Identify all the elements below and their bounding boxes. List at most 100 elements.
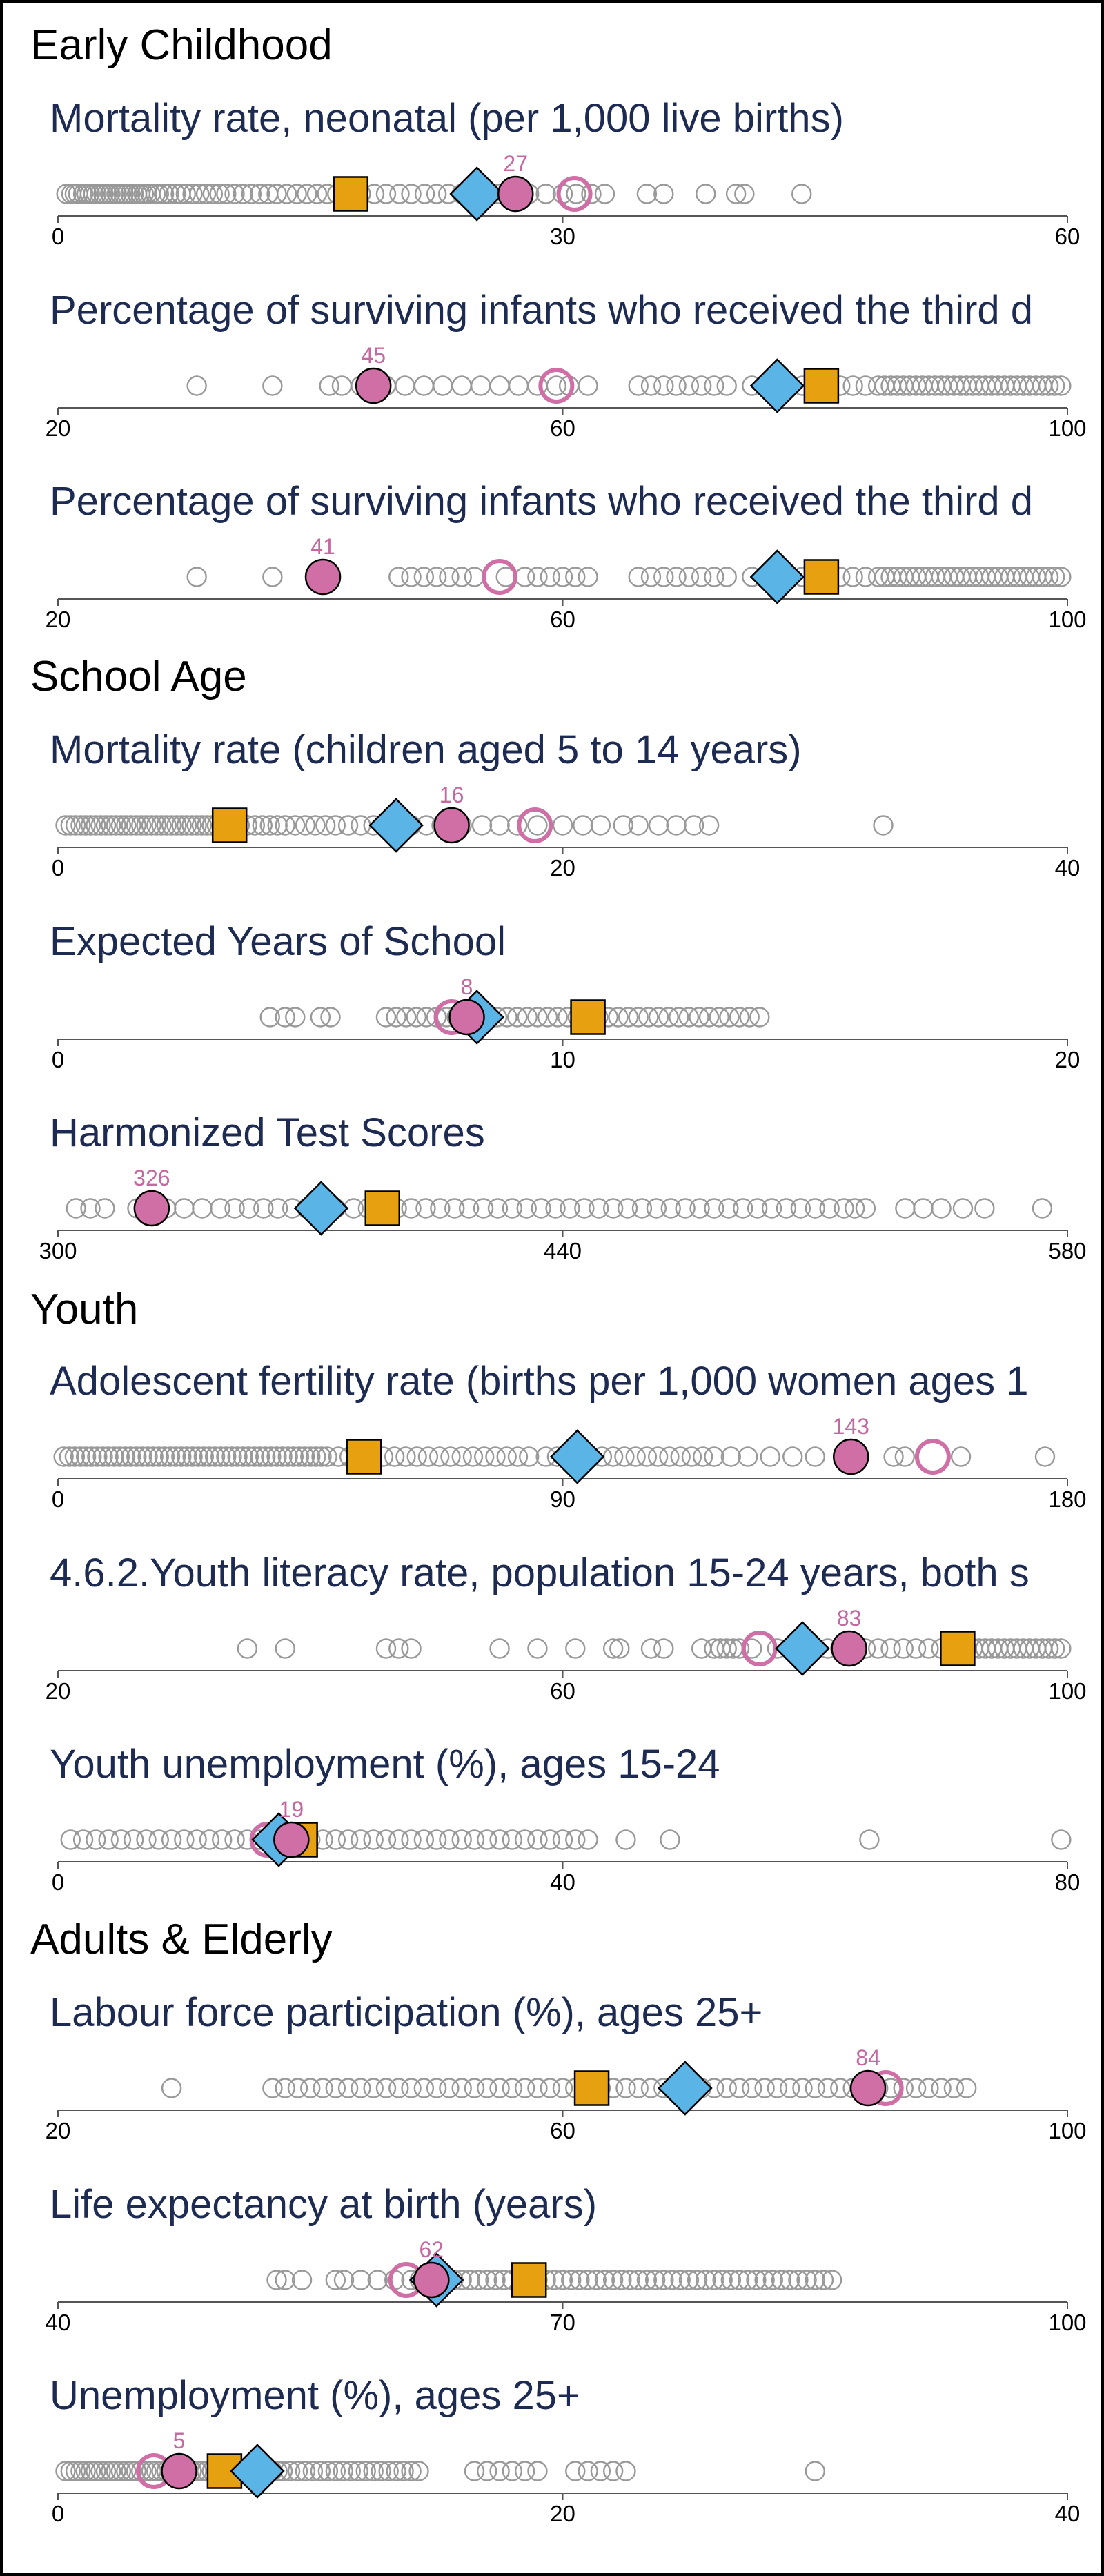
other-country-point [691, 375, 712, 396]
other-country-point [186, 375, 207, 396]
other-country-point [493, 2270, 514, 2290]
other-country-point [212, 1829, 233, 1850]
other-country-point [439, 2078, 460, 2098]
diamond-marker [749, 549, 805, 604]
other-country-point [640, 375, 662, 396]
other-country-point [653, 1638, 674, 1659]
other-country-point [609, 1638, 630, 1659]
square-marker [940, 1631, 976, 1666]
other-country-point [625, 1446, 646, 1467]
x-tick-label: 10 [550, 1047, 575, 1072]
other-country-point [393, 2461, 414, 2481]
other-country-point [302, 2461, 324, 2481]
other-country-point [546, 375, 567, 396]
other-country-point [867, 1638, 889, 1659]
other-country-point [182, 1446, 203, 1467]
other-country-point [602, 1446, 624, 1467]
x-tick-label: 100 [1048, 1678, 1086, 1704]
other-country-point [859, 1829, 880, 1850]
other-country-point [805, 2270, 825, 2290]
other-country-point [552, 2078, 573, 2098]
other-country-point [615, 2461, 636, 2481]
indicator-panel: Labour force participation (%), ages 25+… [46, 1990, 1087, 2143]
other-country-point [729, 2078, 750, 2098]
other-country-point [464, 2461, 485, 2481]
other-country-point [581, 184, 602, 204]
other-country-point [489, 2461, 510, 2481]
other-country-point [487, 1198, 509, 1219]
other-country-point [464, 1829, 485, 1850]
other-country-point [55, 2461, 76, 2481]
x-tick-label: 40 [550, 1869, 575, 1895]
other-country-point [378, 2461, 399, 2481]
other-country-point [489, 815, 510, 836]
other-country-point [166, 815, 187, 836]
other-country-point [66, 1198, 86, 1219]
square-marker [346, 1439, 382, 1475]
other-country-point [261, 1446, 282, 1467]
other-country-point [527, 567, 548, 587]
other-country-point [760, 1446, 780, 1467]
other-country-point [351, 1829, 371, 1850]
other-country-point [266, 184, 287, 204]
other-country-point [444, 1198, 465, 1219]
other-country-point [489, 2078, 510, 2098]
indicator-dot-plot: Early Childhood School Age Youth Adults & E… [30, 21, 1087, 2526]
other-country-point [165, 1446, 186, 1467]
other-country-point [698, 815, 720, 836]
other-country-point [109, 1446, 130, 1467]
other-country-point [1051, 1829, 1072, 1850]
other-country-point [1045, 567, 1065, 587]
x-tick-label: 580 [1048, 1238, 1086, 1264]
other-country-point [552, 2270, 573, 2290]
other-country-point [471, 815, 493, 836]
x-tick-label: 40 [1055, 2501, 1081, 2526]
indicator-panel: Harmonized Test Scores 300 440 580 326 [39, 1110, 1086, 1264]
other-country-point [283, 1446, 304, 1467]
other-country-point [451, 1829, 472, 1850]
panel-title: Harmonized Test Scores [50, 1110, 485, 1155]
other-country-point [262, 567, 283, 587]
other-country-point [137, 1446, 158, 1467]
other-country-point [1034, 1446, 1056, 1467]
other-country-point [333, 2461, 353, 2481]
other-country-point [171, 815, 192, 836]
other-country-point [779, 2078, 800, 2098]
other-country-point [413, 567, 435, 587]
other-country-point [873, 815, 894, 836]
highlight-value-label: 143 [833, 1414, 869, 1439]
other-country-point [628, 2270, 649, 2290]
other-country-point [426, 184, 447, 204]
other-country-point [120, 1446, 141, 1467]
other-country-point [132, 1446, 152, 1467]
other-country-point [75, 1446, 97, 1467]
other-country-point [602, 2461, 624, 2481]
other-country-point [239, 1198, 259, 1219]
other-country-point [687, 2270, 708, 2290]
other-country-point [224, 1829, 245, 1850]
other-country-point [537, 1007, 558, 1028]
other-country-point [55, 815, 76, 836]
other-country-point [188, 1446, 208, 1467]
x-tick-label: 20 [46, 2118, 71, 2143]
other-country-point [931, 2078, 952, 2098]
other-country-point [233, 1446, 253, 1467]
other-country-point [161, 2078, 182, 2098]
other-country-point [401, 567, 422, 587]
other-country-point [636, 1446, 658, 1467]
other-country-point [106, 815, 126, 836]
other-country-point [156, 815, 177, 836]
other-country-point [199, 1446, 220, 1467]
other-country-point [918, 1638, 939, 1659]
other-country-point [474, 1446, 495, 1467]
other-country-point [704, 375, 724, 396]
other-country-point [670, 1446, 691, 1467]
other-country-point [415, 1198, 436, 1219]
other-country-point [367, 2270, 388, 2290]
other-country-point [80, 2461, 101, 2481]
other-country-point [746, 2270, 767, 2290]
other-country-point [408, 2461, 429, 2481]
other-country-point [485, 1446, 506, 1467]
other-country-point [224, 184, 245, 204]
other-country-point [64, 1446, 86, 1467]
